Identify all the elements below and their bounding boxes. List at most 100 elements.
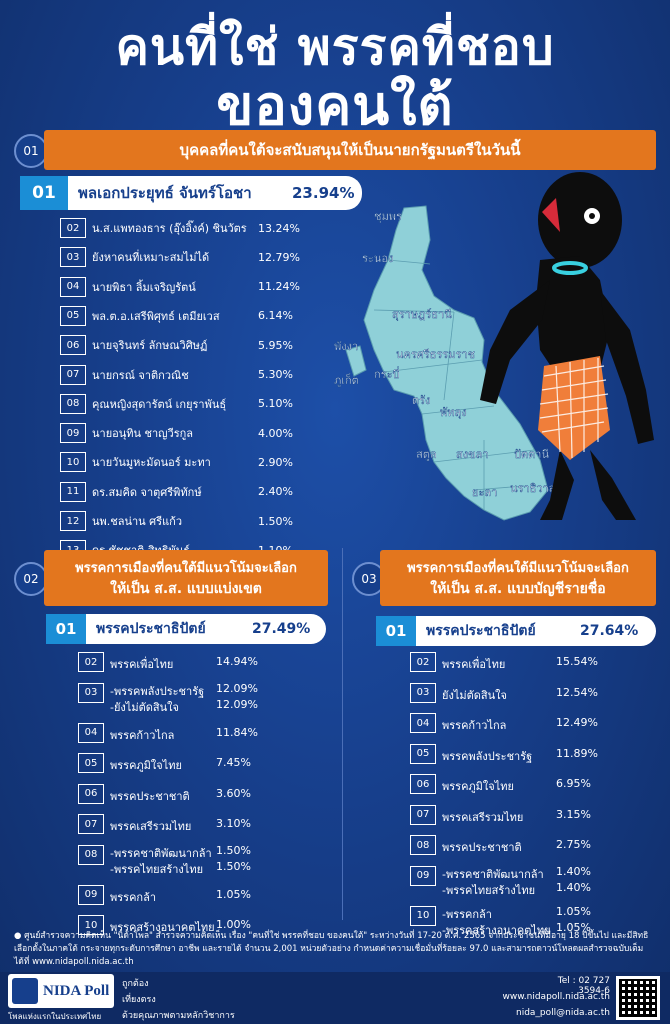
candidate-row: 10 นายวันมูหะมัดนอร์ มะทา 2.90% xyxy=(60,452,340,473)
rank-number: 07 xyxy=(60,364,86,385)
rank-number: 05 xyxy=(410,743,436,764)
section2-heading: พรรคการเมืองที่คนใต้มีแนวโน้มจะเลือก ให้… xyxy=(44,550,328,606)
rank-number: 09 xyxy=(410,865,436,886)
map-label-pattani: ปัตตานี xyxy=(514,448,549,461)
party-pct: 2.75% xyxy=(556,838,591,851)
candidate-row: 06 นายจุรินทร์ ลักษณวิศิษฏ์ 5.95% xyxy=(60,335,340,356)
party-pct: 1.00% xyxy=(216,918,251,931)
party-name: ยังไม่ตัดสินใจ xyxy=(442,688,507,702)
party-row: 03 xyxy=(78,682,328,703)
party-pct: 3.60% xyxy=(216,786,251,800)
map-label-phatthalung: พัทลุง xyxy=(440,406,467,419)
contact-tel: Tel : 02 727 3594-6 xyxy=(557,976,610,996)
candidate-row: 05 พล.ต.อ.เสรีพิศุทธ์ เตมียเวส 6.14% xyxy=(60,305,340,326)
map-label-krabi: กระบี่ xyxy=(374,366,399,381)
survey-note: ● ศูนย์สำรวจความคิดเห็น "นิด้าโพล" สำรวจ… xyxy=(14,931,649,967)
party-row: 09 xyxy=(78,884,328,905)
map-label-surat: สุราษฎร์ธานี xyxy=(392,308,452,321)
party-name: พรรคภูมิใจไทย xyxy=(110,759,182,772)
rank-number: 08 xyxy=(60,393,86,414)
party-row: 05 xyxy=(410,743,660,764)
party-pct: 14.94% xyxy=(216,655,258,668)
section3-heading-line1: พรรคการเมืองที่คนใต้มีแนวโน้มจะเลือก xyxy=(407,560,629,576)
party-name: พรรคประชาชาติ xyxy=(110,789,190,803)
party-name: พรรคก้าวไกล xyxy=(442,719,507,732)
nida-logo: NIDA Poll xyxy=(8,974,114,1008)
map-label-satun: สตูล xyxy=(416,448,437,461)
party-name: -พรรคชาติพัฒนากล้า xyxy=(110,846,212,860)
candidate-pct: 12.79% xyxy=(258,250,300,264)
section1-heading: บุคคลที่คนใต้จะสนับสนุนให้เป็นนายกรัฐมนต… xyxy=(44,130,656,170)
candidate-name: น.ส.แพทองธาร (อุ๊งอิ๊งค์) ชินวัตร xyxy=(92,222,247,235)
party-row: 02 xyxy=(78,652,328,672)
map-label-chumphon: ชุมพร xyxy=(374,210,402,223)
section3-top-rank: 01 xyxy=(376,616,416,646)
candidate-name: นายพิธา ลิ้มเจริญรัตน์ xyxy=(92,280,196,294)
section3-top-pct: 27.64% xyxy=(580,623,639,639)
section2-top-name: พรรคประชาธิปัตย์ xyxy=(96,621,206,637)
party-row: 04 xyxy=(78,722,328,743)
map-label-nakhon: นครศรีธรรมราช xyxy=(396,348,475,361)
party-row: 02 xyxy=(410,652,660,672)
candidate-row: 07 นายกรณ์ จาติกวณิช 5.30% xyxy=(60,364,340,385)
map-label-songkhla: สงขลา xyxy=(456,448,489,461)
party-pct: 1.05% xyxy=(216,887,251,901)
puppet-loincloth xyxy=(538,356,610,460)
candidate-row: 03 ยังหาคนที่เหมาะสมไม่ได้ 12.79% xyxy=(60,247,340,268)
logo-text: NIDA Poll xyxy=(43,982,110,999)
party-name: -พรรคชาติพัฒนากล้า xyxy=(442,867,544,881)
party-row: 07 xyxy=(78,814,328,834)
rank-number: 10 xyxy=(78,915,104,935)
party-row: 08 xyxy=(410,835,660,855)
candidate-name: พล.ต.อ.เสรีพิศุทธ์ เตมียเวส xyxy=(92,309,220,323)
logo-emblem-icon xyxy=(12,978,38,1004)
party-row: 10 xyxy=(410,905,660,926)
rank-number: 03 xyxy=(410,682,436,703)
rank-number: 04 xyxy=(60,276,86,297)
party-name: พรรคพลังประชารัฐ xyxy=(442,749,533,763)
candidate-name: ยังหาคนที่เหมาะสมไม่ได้ xyxy=(92,251,210,265)
party-name: พรรคสร้างอนาคตไทย xyxy=(110,921,215,934)
party-name: -พรรคกล้า xyxy=(442,907,492,921)
party-pct: 1.50% xyxy=(216,859,251,873)
candidate-name: นายอนุทิน ชาญวีรกูล xyxy=(92,427,194,441)
rank-number: 06 xyxy=(78,783,104,804)
slogan-3: ด้วยคุณภาพตามหลักวิชาการ xyxy=(122,1011,235,1021)
rank-number: 09 xyxy=(60,423,86,444)
candidate-name: นายวันมูหะมัดนอร์ มะทา xyxy=(92,456,211,470)
rank-number: 05 xyxy=(78,753,104,773)
party-row: 08 xyxy=(78,844,328,865)
top-pct: 23.94% xyxy=(292,184,355,202)
contact-web[interactable]: www.nidapoll.nida.ac.th xyxy=(502,992,610,1002)
rank-number: 04 xyxy=(410,713,436,733)
rank-number: 06 xyxy=(410,774,436,794)
top-name: พลเอกประยุทธ์ จันทร์โอชา xyxy=(78,184,252,202)
qr-code-icon[interactable] xyxy=(616,976,660,1020)
party-pct: 1.50% xyxy=(216,843,251,857)
party-pct: 3.10% xyxy=(216,817,251,830)
map-label-ranong: ระนอง xyxy=(362,252,393,265)
party-name: พรรคภูมิใจไทย xyxy=(442,780,514,793)
candidate-name: นพ.ชลน่าน ศรีแก้ว xyxy=(92,515,183,528)
section2-number: 02 xyxy=(14,562,48,596)
candidate-pct: 11.24% xyxy=(258,280,300,294)
contact-email[interactable]: nida_poll@nida.ac.th xyxy=(515,1008,610,1018)
party-name: พรรคกล้า xyxy=(110,890,157,904)
party-row: 10 xyxy=(78,915,328,935)
slogan-1: ถูกต้อง xyxy=(122,979,149,989)
party-pct: 12.49% xyxy=(556,716,598,729)
party-pct: 6.95% xyxy=(556,777,591,790)
party-row: 03 xyxy=(410,682,660,703)
party-pct: 7.45% xyxy=(216,756,251,769)
map-label-trang: ตรัง xyxy=(412,394,430,407)
candidate-pct: 2.90% xyxy=(258,455,293,469)
rank-number: 08 xyxy=(410,835,436,855)
map-label-phangnga: พังงา xyxy=(334,340,358,353)
candidate-row: 11 ดร.สมคิด จาตุศรีพิทักษ์ 2.40% xyxy=(60,481,340,502)
map-label-phuket: ภูเก็ต xyxy=(334,373,359,387)
party-pct: 11.89% xyxy=(556,746,598,760)
party-pct: 3.15% xyxy=(556,807,591,821)
logo-subtitle: โพลแห่งแรกในประเทศไทย xyxy=(8,1012,102,1021)
candidate-name: คุณหญิงสุดารัตน์ เกยุราพันธุ์ xyxy=(92,397,227,411)
candidate-pct: 5.10% xyxy=(258,397,293,411)
